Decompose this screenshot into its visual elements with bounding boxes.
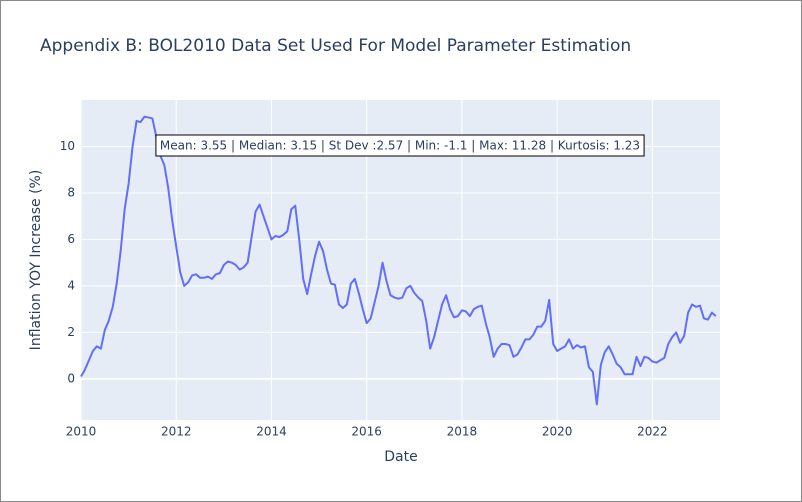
- x-tick-label: 2022: [637, 425, 668, 439]
- annotation-box: [155, 134, 645, 157]
- y-tick-label: 2: [67, 325, 75, 339]
- annotation: Mean: 3.55 | Median: 3.15 | St Dev :2.57…: [155, 134, 645, 157]
- y-tick-label: 8: [67, 185, 75, 199]
- y-tick-label: 0: [67, 371, 75, 385]
- x-axis-label: Date: [384, 449, 417, 465]
- x-tick-label: 2018: [447, 425, 478, 439]
- x-tick-label: 2020: [542, 425, 573, 439]
- y-tick-label: 6: [67, 232, 75, 246]
- x-tick-label: 2014: [256, 425, 287, 439]
- x-tick-label: 2016: [351, 425, 382, 439]
- y-axis-label: Inflation YOY Increase (%): [28, 170, 44, 351]
- y-tick-label: 10: [60, 139, 75, 153]
- annotation-text: Mean: 3.55 | Median: 3.15 | St Dev :2.57…: [160, 139, 640, 153]
- x-tick-label: 2012: [161, 425, 192, 439]
- y-tick-label: 4: [67, 278, 75, 292]
- line: [80, 115, 717, 406]
- chart-title: Appendix B: BOL2010 Data Set Used For Mo…: [40, 36, 631, 56]
- x-tick-label: 2010: [66, 425, 97, 439]
